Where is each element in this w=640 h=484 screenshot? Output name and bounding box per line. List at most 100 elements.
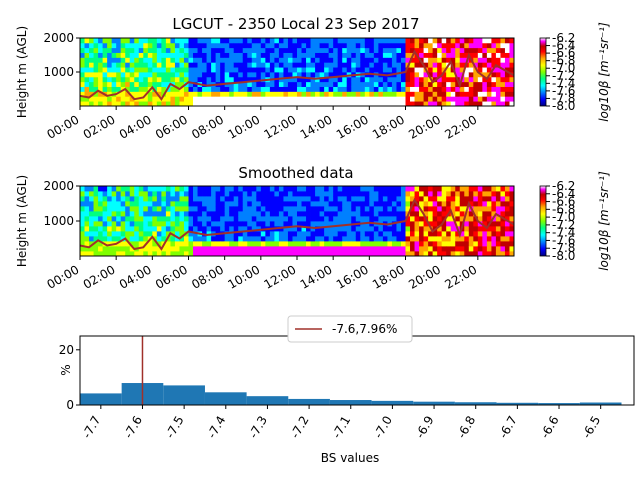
heatmap-cell	[297, 196, 302, 202]
heatmap-cell	[400, 251, 406, 257]
heatmap-cell	[215, 52, 221, 58]
heatmap-cell	[107, 52, 113, 58]
heatmap-cell	[333, 67, 339, 73]
heatmap-cell	[437, 191, 443, 197]
heatmap-cell	[391, 236, 397, 242]
heatmap-cell	[161, 231, 167, 237]
heatmap-cell	[89, 76, 94, 83]
heatmap-cell	[414, 196, 420, 202]
heatmap-cell	[346, 186, 352, 192]
heatmap-cell	[229, 211, 235, 217]
heatmap-cell	[419, 76, 424, 83]
heatmap-cell	[120, 251, 126, 257]
heatmap-cell	[355, 62, 361, 68]
heatmap-cell	[102, 81, 108, 87]
heatmap-cell	[256, 251, 262, 257]
heatmap-cell	[509, 196, 515, 202]
heatmap-cell	[419, 221, 424, 227]
heatmap-cell	[405, 186, 411, 192]
heatmap-cell	[129, 251, 135, 257]
heatmap-cell	[256, 196, 262, 202]
heatmap-cell	[206, 91, 212, 97]
heatmap-cell	[292, 231, 298, 237]
heatmap-cell	[238, 231, 244, 237]
heatmap-cell	[405, 101, 411, 107]
heatmap-cell	[337, 96, 343, 102]
heatmap-cell	[315, 231, 320, 237]
heatmap-cell	[509, 201, 515, 207]
heatmap-cell	[324, 226, 330, 232]
heatmap-cell	[428, 47, 434, 53]
heatmap-cell	[333, 86, 339, 92]
heatmap-cell	[473, 57, 479, 63]
heatmap-cell	[152, 76, 158, 83]
heatmap-cell	[193, 186, 198, 192]
heatmap-cell	[116, 231, 122, 237]
heatmap-cell	[328, 76, 334, 83]
heatmap-cell	[278, 86, 284, 92]
heatmap-cell	[468, 201, 474, 207]
heatmap-cell	[143, 86, 149, 92]
heatmap-cell	[193, 216, 198, 222]
heatmap-cell	[419, 241, 424, 247]
heatmap-cell	[256, 201, 262, 207]
heatmap-cell	[446, 38, 452, 44]
heatmap-cell	[206, 216, 212, 222]
x-ticks: 00:00 02:00 04:00 06:00 08:00 10:00 12:00 14:00…	[45, 106, 479, 142]
heatmap-cell	[98, 216, 103, 222]
x-tick-label: 00:00	[45, 262, 82, 291]
heatmap-cell	[251, 246, 257, 252]
heatmap-cell	[396, 196, 402, 202]
heatmap-cell	[400, 72, 406, 78]
heatmap-cell	[274, 191, 280, 197]
heatmap-cell	[80, 47, 85, 53]
heatmap-cell	[224, 62, 230, 68]
heatmap-cell	[156, 186, 162, 192]
heatmap-cell	[269, 86, 275, 92]
heatmap-cell	[143, 201, 149, 207]
heatmap-cell	[102, 186, 108, 192]
heatmap-cell	[504, 201, 510, 207]
heatmap-cell	[179, 101, 185, 107]
heatmap-cell	[116, 216, 122, 222]
heatmap-cell	[211, 221, 217, 227]
heatmap-cell	[432, 216, 438, 222]
heatmap-cell	[410, 241, 415, 247]
heatmap-cell	[220, 186, 226, 192]
heatmap-cell	[120, 96, 126, 102]
heatmap-cell	[410, 236, 415, 242]
heatmap-cell	[120, 246, 126, 252]
heatmap-cell	[224, 186, 230, 192]
heatmap-cell	[369, 241, 375, 247]
heatmap-cell	[215, 76, 221, 83]
heatmap-cell	[315, 91, 320, 97]
heatmap-cell	[102, 191, 108, 197]
heatmap-cell	[432, 236, 438, 242]
heatmap-cell	[238, 191, 244, 197]
heatmap-cell	[310, 186, 316, 192]
heatmap-cell	[351, 186, 357, 192]
x-axis-label: BS values	[321, 451, 379, 465]
heatmap-cell	[265, 221, 271, 227]
heatmap-cell	[233, 57, 239, 63]
heatmap-cell	[495, 216, 501, 222]
heatmap-cell	[256, 221, 262, 227]
heatmap-cell	[269, 47, 275, 53]
heatmap-cell	[450, 221, 456, 227]
heatmap-cell	[251, 57, 257, 63]
heatmap-cell	[188, 186, 194, 192]
heatmap-cell	[233, 226, 239, 232]
heatmap-cell	[84, 96, 90, 102]
heatmap-cell	[80, 221, 85, 227]
heatmap-cell	[437, 86, 443, 92]
heatmap-cell	[174, 251, 180, 257]
heatmap-cell	[111, 191, 117, 197]
heatmap-cell	[373, 226, 379, 232]
heatmap-cell	[242, 42, 248, 49]
heatmap-cell	[324, 196, 330, 202]
heatmap-cell	[274, 246, 280, 252]
heatmap-cell	[410, 221, 415, 227]
heatmap-cell	[287, 101, 293, 107]
heatmap-cell	[224, 201, 230, 207]
heatmap-cell	[360, 101, 366, 107]
